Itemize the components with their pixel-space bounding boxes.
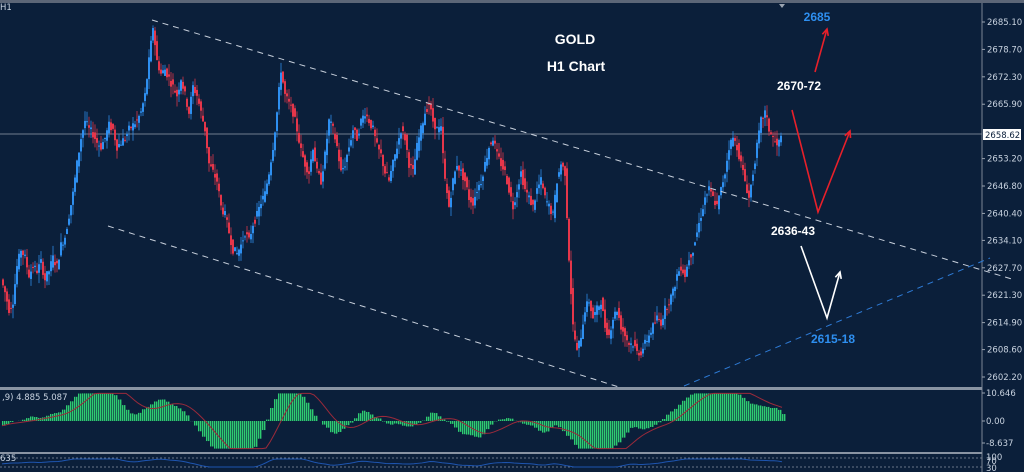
candlesticks (2, 25, 782, 361)
oscillator-label: 635 (0, 454, 16, 464)
price-level-annotation: 2615-18 (811, 332, 855, 346)
oscillator-line (1, 458, 783, 468)
arrowhead-icon (844, 129, 852, 139)
price-level-annotation: 2685 (804, 10, 831, 24)
price-tick-label: 2665.90 (987, 100, 1022, 110)
macd-signal-line (1, 392, 783, 450)
price-tick-label: 2614.90 (987, 319, 1022, 329)
current-price-value: 2658.62 (985, 131, 1020, 141)
red-v-path-arrow (791, 109, 851, 215)
macd-panel (1, 392, 786, 450)
chart-shift-marker[interactable] (779, 4, 785, 8)
lower-channel-trendline[interactable] (107, 225, 623, 389)
macd-axis: 10.646 0.00 -8.637 (982, 389, 1016, 449)
trendlines[interactable] (107, 19, 1016, 389)
price-tick-label: 2602.20 (987, 373, 1022, 383)
price-tick-label: 2627.70 (987, 264, 1022, 274)
chart-subtitle: H1 Chart (547, 58, 606, 74)
oscillator-panel (0, 457, 982, 468)
price-tick-label: 2685.10 (987, 18, 1022, 28)
price-level-annotation: 2670-72 (777, 79, 821, 93)
white-v-path-arrow (800, 245, 841, 321)
macd-tick-label: -8.637 (986, 439, 1013, 449)
price-level-annotation: 2636-43 (771, 224, 815, 238)
timeframe-label: H1 (0, 3, 12, 13)
price-tick-label: 2621.30 (987, 291, 1022, 301)
upper-channel-trendline[interactable] (151, 19, 1016, 281)
oscillator-tick-label: 70 (986, 457, 997, 467)
oscillator-tick-label: 100 (986, 453, 1002, 463)
arrowhead-icon (821, 27, 830, 37)
macd-panel-separator (0, 387, 982, 390)
arrowhead-icon (834, 270, 843, 280)
price-tick-label: 2608.60 (987, 346, 1022, 356)
red-arrow-up-2685-arrow (814, 28, 828, 73)
current-price-tag (983, 129, 1021, 140)
price-tick-label: 2634.10 (987, 236, 1022, 246)
price-tick-label: 2646.80 (987, 182, 1022, 192)
oscillator-tick-label: 30 (986, 464, 997, 472)
chart-title: GOLD (555, 31, 595, 47)
annotation-arrows (791, 27, 852, 321)
support-rising-trendline[interactable] (683, 257, 991, 387)
price-tick-label: 2672.30 (987, 73, 1022, 83)
oscillator-panel-separator (0, 452, 982, 454)
price-tick-label: 2653.20 (987, 155, 1022, 165)
price-tick-label: 2640.40 (987, 209, 1022, 219)
price-axis: 2685.10 2678.70 2672.30 2665.90 2653.20 2646.… (982, 18, 1022, 383)
price-tick-label: 2678.70 (987, 45, 1022, 55)
macd-tick-label: 10.646 (986, 389, 1016, 399)
top-border (0, 0, 1024, 3)
macd-label: ,9) 4.885 5.087 (2, 393, 68, 403)
macd-tick-label: 0.00 (986, 417, 1005, 427)
price-annotations: 2685 2670-72 2636-43 2615-18 (771, 10, 855, 346)
